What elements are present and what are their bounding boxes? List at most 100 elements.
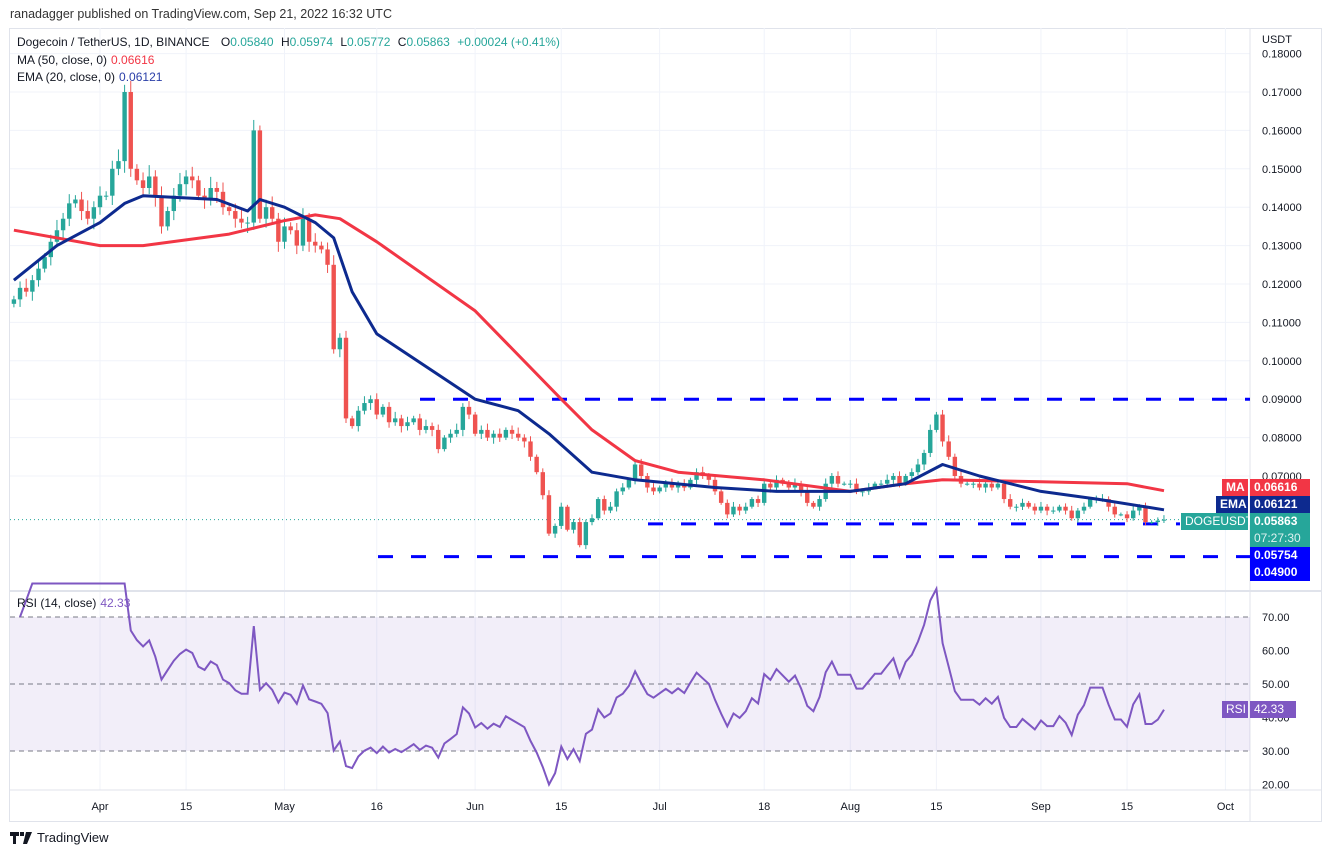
ema-legend[interactable]: EMA (20, close, 0) 0.06121 [17, 70, 162, 84]
candle-body [1112, 506, 1117, 515]
candle-body [669, 483, 675, 488]
time-tick-label: May [274, 801, 295, 813]
low-value: 0.05772 [347, 35, 391, 49]
candle-body [251, 130, 256, 223]
candle-body [731, 506, 736, 515]
candle-body [220, 191, 226, 208]
candle-body [349, 418, 355, 427]
candle-body [792, 483, 798, 488]
candle-body [602, 499, 607, 511]
candle-body [153, 176, 158, 196]
candle-body [811, 502, 816, 507]
candle-body [1149, 522, 1154, 524]
candle-body [393, 418, 398, 423]
price-tick-label: 0.09000 [1262, 394, 1302, 406]
price-tick-label: 0.14000 [1262, 202, 1302, 214]
candle-body [805, 491, 810, 503]
candle-body [1069, 510, 1074, 519]
close-value: 0.05863 [406, 35, 450, 49]
candle-body [380, 406, 386, 415]
candle-body [1020, 502, 1025, 507]
time-tick-label: Jul [653, 801, 667, 813]
candle-body [263, 207, 269, 219]
candle-body [1051, 510, 1056, 512]
candle-body [639, 464, 644, 476]
time-tick-label: Oct [1217, 801, 1234, 813]
candle-body [183, 176, 189, 185]
candle-body [940, 414, 945, 442]
candle-body [417, 418, 422, 430]
candle-body [1087, 499, 1093, 507]
rsi-legend[interactable]: RSI (14, close) 42.33 [17, 596, 130, 610]
candle-body [626, 479, 632, 488]
tradingview-logo-icon [10, 831, 32, 844]
candle-body [755, 499, 761, 503]
candle-body [24, 287, 29, 292]
rsi-legend-label: RSI (14, close) [17, 596, 97, 610]
candle-body [103, 195, 109, 197]
candle-body [239, 218, 244, 223]
ma-legend-value: 0.06616 [111, 53, 155, 67]
price-tick-label: 0.10000 [1262, 356, 1302, 368]
ema-legend-value: 0.06121 [119, 70, 163, 84]
tradingview-logo[interactable]: TradingView [10, 830, 109, 845]
candle-body [479, 429, 484, 434]
candle-body [503, 429, 509, 438]
candle-body [485, 429, 490, 438]
candle-body [786, 483, 791, 488]
price-tick-label: 0.16000 [1262, 125, 1302, 137]
candle-body [171, 195, 176, 212]
candle-body [226, 207, 232, 212]
rsi-tick-label: 70.00 [1262, 612, 1290, 624]
price-unit: USDT [1262, 34, 1292, 46]
candle-body [995, 483, 1001, 488]
candle-body [1014, 506, 1019, 508]
rsi-tick-label: 60.00 [1262, 646, 1290, 658]
candle-body [1081, 506, 1087, 511]
candle-body [897, 476, 902, 484]
candle-body [1161, 519, 1167, 521]
candle-body [841, 483, 847, 485]
high-value: 0.05974 [289, 35, 334, 49]
candle-body [208, 188, 213, 200]
candle-body [386, 406, 392, 423]
candle-body [552, 525, 558, 534]
candle-body [768, 483, 773, 488]
candle-body [122, 92, 127, 162]
last-price: 0.05863 [1254, 514, 1298, 528]
candle-body [1057, 506, 1062, 511]
rsi-badge-value: 42.33 [1250, 701, 1296, 718]
candle-body [325, 249, 330, 265]
candle-body [977, 483, 982, 488]
rsi-tick-label: 20.00 [1262, 780, 1290, 792]
candle-body [196, 180, 201, 196]
candle-body [1026, 502, 1031, 507]
time-tick-label: Jun [466, 801, 484, 813]
candle-body [971, 483, 976, 485]
candle-body [540, 472, 545, 496]
candle-body [282, 226, 287, 242]
candle-body [1063, 506, 1068, 511]
candle-body [1038, 506, 1044, 511]
publisher-line: ranadagger published on TradingView.com,… [10, 7, 392, 21]
candle-body [595, 499, 601, 519]
candle-body [891, 476, 896, 480]
brand-name: TradingView [37, 830, 109, 845]
candle-body [429, 426, 435, 430]
candle-body [509, 429, 515, 434]
candle-body [368, 399, 373, 404]
candle-body [983, 483, 988, 488]
ma-legend[interactable]: MA (50, close, 0) 0.06616 [17, 53, 154, 67]
ema-badge-value: 0.06121 [1250, 496, 1310, 513]
candle-body [319, 245, 324, 250]
candle-body [73, 199, 78, 204]
candle-body [903, 476, 908, 484]
candle-body [245, 222, 250, 224]
candle-body [608, 506, 613, 511]
candle-body [374, 399, 379, 415]
price-tick-label: 0.11000 [1262, 317, 1301, 329]
level-badges: 0.05754 0.04900 [1250, 547, 1310, 581]
candle-body [546, 495, 552, 534]
candle-body [694, 472, 699, 480]
